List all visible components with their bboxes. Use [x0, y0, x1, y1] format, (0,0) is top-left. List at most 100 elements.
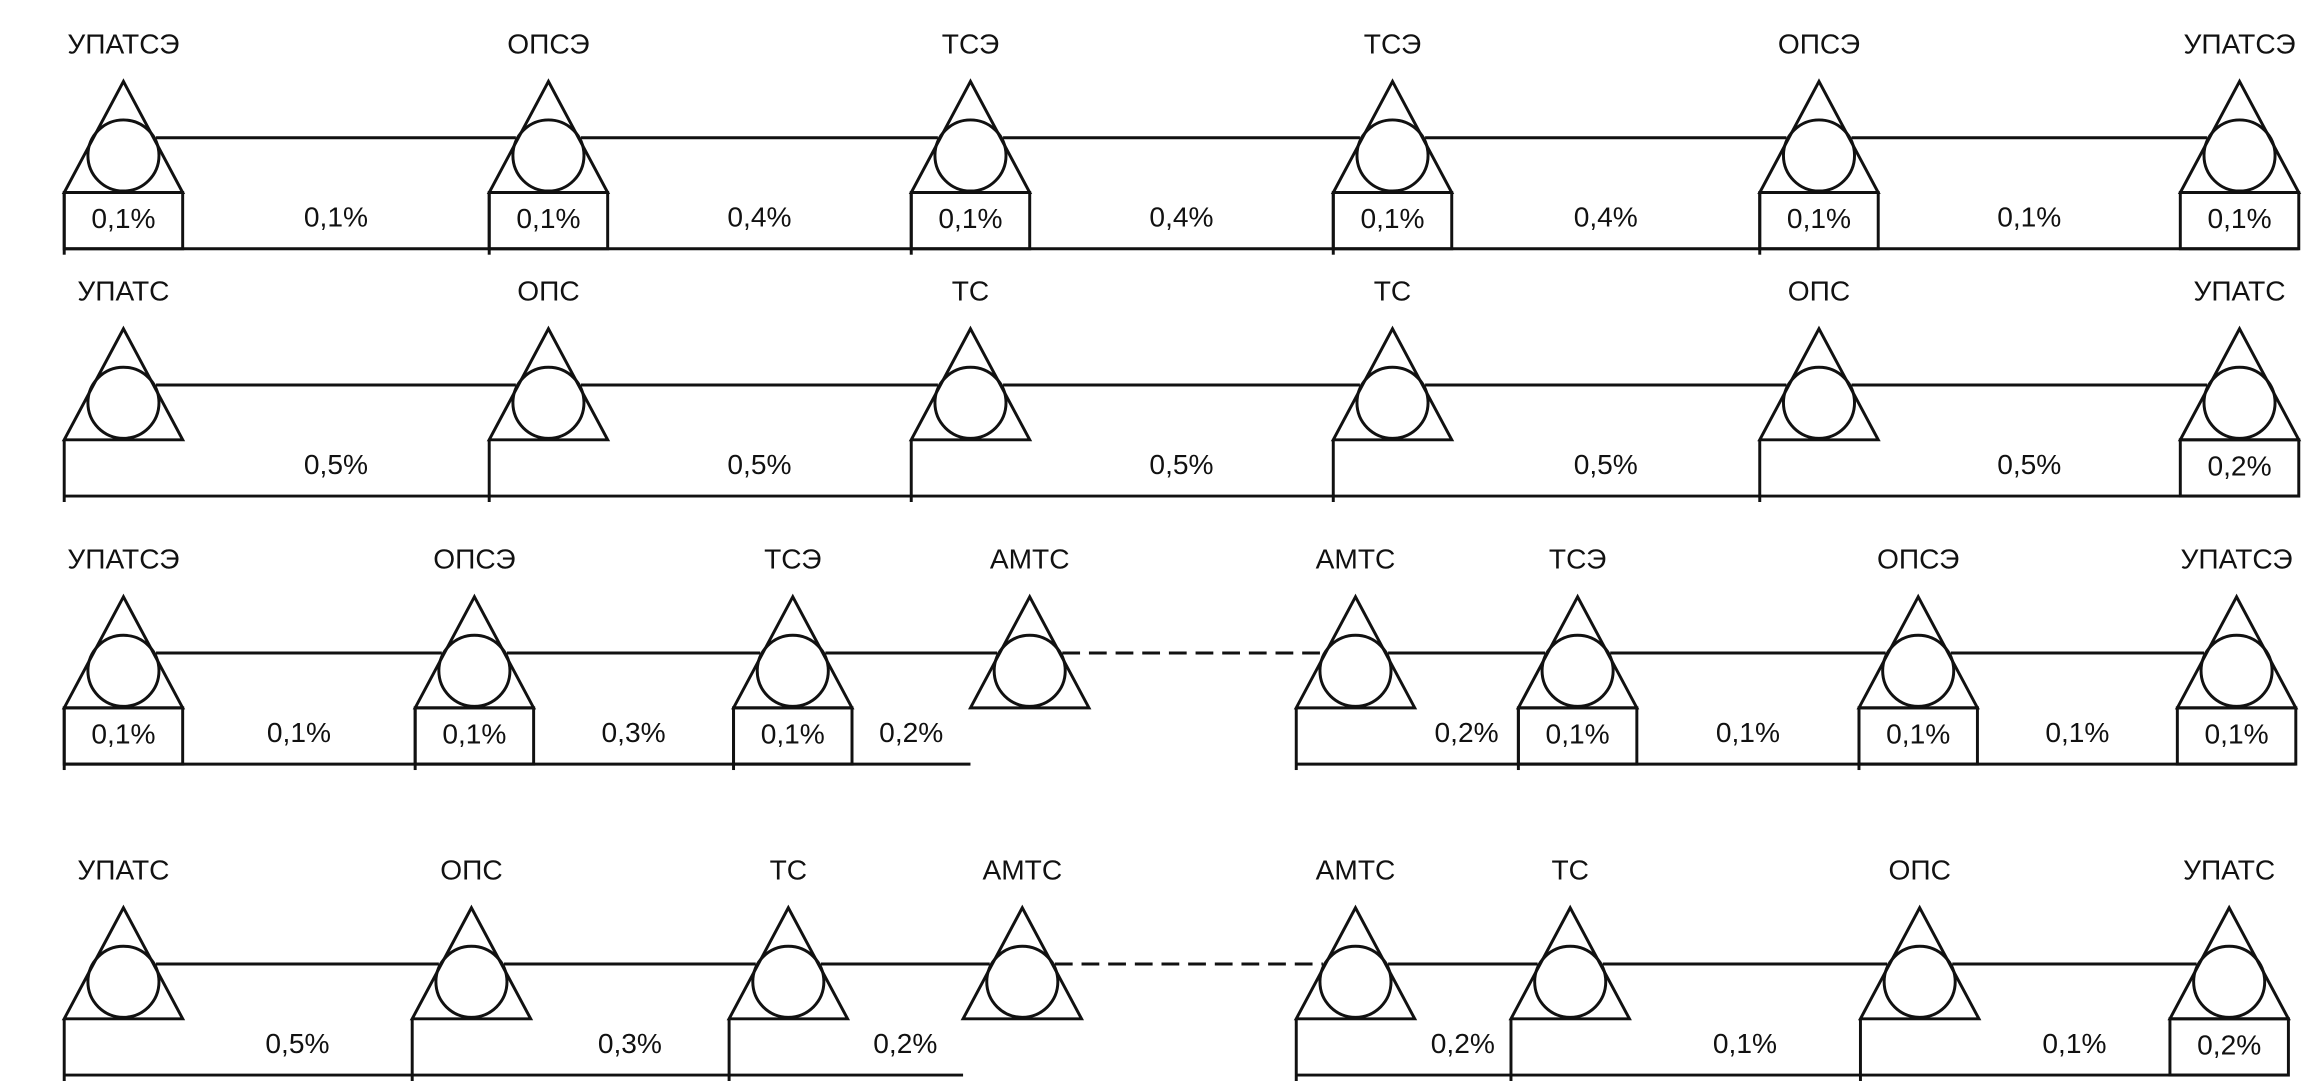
node-label: АМТС [982, 855, 1062, 886]
node-label: ТСЭ [764, 544, 821, 575]
node-label: ТСЭ [1364, 28, 1421, 59]
node-label: ОПС [517, 276, 579, 307]
node-box-label: 0,1% [1360, 203, 1424, 234]
node-label: УПАТСЭ [2181, 544, 2293, 575]
node-box-label: 0,1% [442, 718, 506, 749]
link-label: 0,1% [1716, 717, 1780, 748]
node-circle [755, 633, 830, 708]
node-box [2178, 438, 2301, 498]
node-box-label: 0,1% [938, 203, 1002, 234]
node-circle [1882, 944, 1957, 1019]
node-circle [86, 633, 161, 708]
link-label: 0,3% [598, 1028, 662, 1059]
link-label: 0,5% [1149, 449, 1213, 480]
node-circle [511, 365, 586, 440]
node-label: УПАТС [77, 855, 169, 886]
link-label: 0,5% [265, 1028, 329, 1059]
node-circle [2202, 118, 2277, 193]
node-circle [933, 118, 1008, 193]
node-label: ТСЭ [942, 28, 999, 59]
link-label: 0,2% [1431, 1028, 1495, 1059]
link-label: 0,5% [1574, 449, 1638, 480]
node-label: ТС [1551, 855, 1589, 886]
node-label: ОПСЭ [1877, 544, 1959, 575]
node-box [1758, 191, 1880, 251]
node-box-label: 0,1% [1546, 718, 1610, 749]
node-box [413, 706, 536, 766]
node-box-label: 0,1% [761, 718, 825, 749]
node-label: УПАТС [77, 276, 169, 307]
node-label: УПАТС [2183, 855, 2275, 886]
node-circle [1355, 365, 1430, 440]
node-label: ОПС [440, 855, 502, 886]
node-box [909, 191, 1032, 251]
node-circle [86, 118, 161, 193]
node-label: УПАТСЭ [67, 28, 179, 59]
node-circle [2199, 633, 2274, 708]
link-label: 0,4% [727, 202, 791, 233]
node-circle [86, 944, 161, 1019]
node-label: УПАТСЭ [67, 544, 179, 575]
link-label: 0,2% [879, 717, 943, 748]
node-label: ТС [1374, 276, 1412, 307]
link-label: 0,1% [1713, 1028, 1777, 1059]
link-label: 0,4% [1149, 202, 1213, 233]
node-label: УПАТСЭ [2184, 28, 2296, 59]
node-label: АМТС [1316, 855, 1396, 886]
node-label: ТС [952, 276, 990, 307]
node-box [62, 706, 185, 766]
node-circle [1318, 633, 1393, 708]
node-circle [933, 365, 1008, 440]
node-box-label: 0,1% [91, 718, 155, 749]
node-circle [1781, 365, 1857, 440]
node-box [2178, 191, 2301, 251]
node-circle [751, 944, 826, 1019]
node-circle [992, 633, 1067, 708]
node-circle [2202, 365, 2277, 440]
node-label: АМТС [1316, 544, 1396, 575]
node-box-label: 0,2% [2207, 450, 2271, 481]
node-box [1857, 706, 1979, 766]
node-box-label: 0,1% [1886, 718, 1950, 749]
node-label: АМТС [990, 544, 1070, 575]
node-circle [1540, 633, 1615, 708]
node-label: ТС [770, 855, 808, 886]
node-box-label: 0,2% [2197, 1029, 2261, 1060]
node-box-label: 0,1% [91, 203, 155, 234]
node-circle [434, 944, 509, 1019]
node-label: ОПС [1788, 276, 1850, 307]
node-box [1516, 706, 1639, 766]
link-label: 0,1% [2045, 717, 2109, 748]
node-label: ОПС [1888, 855, 1950, 886]
node-label: УПАТС [2193, 276, 2285, 307]
node-circle [86, 365, 161, 440]
node-box-label: 0,1% [516, 203, 580, 234]
link-label: 0,1% [1997, 202, 2061, 233]
node-circle [985, 944, 1060, 1019]
node-circle [1881, 633, 1956, 708]
node-box-label: 0,1% [2207, 203, 2271, 234]
link-label: 0,1% [304, 202, 368, 233]
link-label: 0,3% [602, 717, 666, 748]
link-label: 0,4% [1574, 202, 1638, 233]
node-box [1331, 191, 1454, 251]
node-label: ОПСЭ [1778, 28, 1860, 59]
node-circle [511, 118, 586, 193]
link-label: 0,2% [1434, 717, 1498, 748]
node-circle [1533, 944, 1608, 1019]
node-box [487, 191, 610, 251]
node-box [732, 706, 854, 766]
link-label: 0,1% [267, 717, 331, 748]
node-label: ТСЭ [1549, 544, 1606, 575]
link-label: 0,5% [304, 449, 368, 480]
node-circle [1318, 944, 1393, 1019]
node-box [2175, 706, 2298, 766]
node-circle [437, 633, 512, 708]
link-label: 0,5% [727, 449, 791, 480]
link-label: 0,1% [2042, 1028, 2106, 1059]
node-box-label: 0,1% [1787, 203, 1851, 234]
node-circle [1781, 118, 1857, 193]
node-circle [1355, 118, 1430, 193]
